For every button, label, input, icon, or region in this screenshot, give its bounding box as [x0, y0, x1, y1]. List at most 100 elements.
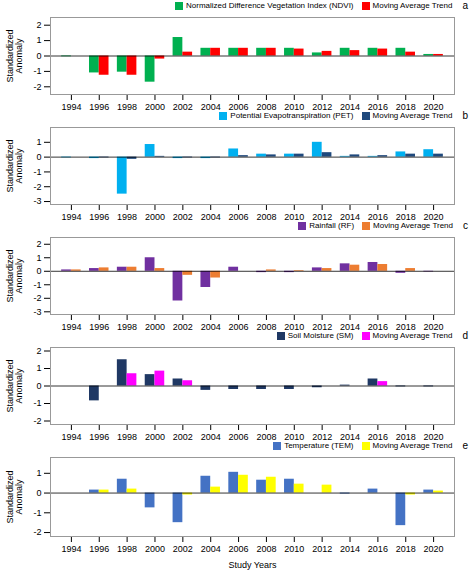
- svg-text:2010: 2010: [284, 212, 304, 220]
- svg-text:StandardizedAnomaly: StandardizedAnomaly: [5, 249, 24, 302]
- svg-text:1994: 1994: [61, 544, 81, 554]
- svg-text:2012: 2012: [312, 102, 332, 110]
- svg-text:-1: -1: [33, 398, 41, 408]
- svg-text:1996: 1996: [89, 102, 109, 110]
- svg-text:2: 2: [36, 346, 41, 356]
- svg-text:2020: 2020: [424, 544, 444, 554]
- svg-text:2000: 2000: [145, 322, 165, 330]
- svg-text:1996: 1996: [89, 432, 109, 440]
- svg-text:-2: -2: [33, 416, 41, 426]
- svg-text:1: 1: [36, 253, 41, 263]
- svg-text:2008: 2008: [256, 322, 276, 330]
- svg-text:StandardizedAnomaly: StandardizedAnomaly: [5, 139, 24, 192]
- svg-text:1994: 1994: [61, 102, 81, 110]
- svg-text:-2: -2: [33, 82, 41, 92]
- svg-text:2004: 2004: [201, 212, 221, 220]
- svg-text:1: 1: [36, 468, 41, 478]
- svg-text:1998: 1998: [117, 432, 137, 440]
- svg-text:2018: 2018: [396, 322, 416, 330]
- svg-text:2012: 2012: [312, 432, 332, 440]
- svg-text:2002: 2002: [173, 322, 193, 330]
- svg-text:-2: -2: [33, 182, 41, 192]
- svg-text:-1: -1: [33, 66, 41, 76]
- svg-text:0: 0: [36, 488, 41, 498]
- svg-text:2004: 2004: [201, 432, 221, 440]
- svg-text:2008: 2008: [256, 432, 276, 440]
- svg-text:2020: 2020: [424, 212, 444, 220]
- svg-text:2018: 2018: [396, 102, 416, 110]
- svg-text:StandardizedAnomaly: StandardizedAnomaly: [5, 470, 24, 523]
- svg-text:1998: 1998: [117, 212, 137, 220]
- svg-text:0: 0: [36, 381, 41, 391]
- svg-text:1996: 1996: [89, 544, 109, 554]
- svg-text:2010: 2010: [284, 432, 304, 440]
- svg-text:-2: -2: [33, 527, 41, 537]
- svg-text:2016: 2016: [368, 432, 388, 440]
- svg-text:1: 1: [36, 137, 41, 147]
- svg-text:1994: 1994: [61, 212, 81, 220]
- svg-text:2018: 2018: [396, 544, 416, 554]
- svg-text:0: 0: [36, 266, 41, 276]
- svg-text:2016: 2016: [368, 102, 388, 110]
- svg-text:2018: 2018: [396, 432, 416, 440]
- svg-text:2012: 2012: [312, 322, 332, 330]
- svg-text:2016: 2016: [368, 212, 388, 220]
- svg-text:2000: 2000: [145, 544, 165, 554]
- svg-text:2016: 2016: [368, 322, 388, 330]
- svg-text:2006: 2006: [229, 544, 249, 554]
- svg-text:2004: 2004: [201, 322, 221, 330]
- svg-text:-2: -2: [33, 293, 41, 303]
- svg-text:2008: 2008: [256, 102, 276, 110]
- svg-text:2012: 2012: [312, 544, 332, 554]
- svg-text:2016: 2016: [368, 544, 388, 554]
- svg-text:2: 2: [36, 239, 41, 249]
- svg-text:2012: 2012: [312, 212, 332, 220]
- svg-text:0: 0: [36, 152, 41, 162]
- svg-text:-1: -1: [33, 508, 41, 518]
- svg-text:2000: 2000: [145, 432, 165, 440]
- svg-text:2020: 2020: [424, 322, 444, 330]
- svg-text:2014: 2014: [340, 322, 360, 330]
- svg-text:2010: 2010: [284, 322, 304, 330]
- svg-text:2000: 2000: [145, 212, 165, 220]
- svg-text:-1: -1: [33, 280, 41, 290]
- svg-text:2008: 2008: [256, 544, 276, 554]
- svg-text:2006: 2006: [229, 322, 249, 330]
- svg-text:1: 1: [36, 363, 41, 373]
- svg-text:1996: 1996: [89, 322, 109, 330]
- svg-text:1998: 1998: [117, 322, 137, 330]
- svg-text:2002: 2002: [173, 212, 193, 220]
- svg-text:-3: -3: [33, 196, 41, 206]
- svg-text:StandardizedAnomaly: StandardizedAnomaly: [5, 29, 24, 82]
- svg-text:2006: 2006: [229, 432, 249, 440]
- svg-text:2010: 2010: [284, 102, 304, 110]
- svg-text:1: 1: [36, 35, 41, 45]
- svg-text:-1: -1: [33, 167, 41, 177]
- svg-text:0: 0: [36, 51, 41, 61]
- svg-text:2014: 2014: [340, 212, 360, 220]
- svg-text:2020: 2020: [424, 102, 444, 110]
- svg-text:-3: -3: [33, 307, 41, 317]
- svg-text:2002: 2002: [173, 102, 193, 110]
- svg-text:StandardizedAnomaly: StandardizedAnomaly: [5, 359, 24, 412]
- svg-text:1998: 1998: [117, 102, 137, 110]
- svg-text:1998: 1998: [117, 544, 137, 554]
- svg-text:2002: 2002: [173, 432, 193, 440]
- svg-text:2014: 2014: [340, 102, 360, 110]
- svg-text:2006: 2006: [229, 102, 249, 110]
- svg-text:2: 2: [36, 20, 41, 30]
- svg-text:2008: 2008: [256, 212, 276, 220]
- svg-text:2018: 2018: [396, 212, 416, 220]
- svg-text:1994: 1994: [61, 432, 81, 440]
- svg-text:2006: 2006: [229, 212, 249, 220]
- svg-text:2004: 2004: [201, 544, 221, 554]
- svg-text:2014: 2014: [340, 432, 360, 440]
- svg-text:1994: 1994: [61, 322, 81, 330]
- svg-text:2004: 2004: [201, 102, 221, 110]
- svg-text:2020: 2020: [424, 432, 444, 440]
- svg-text:2000: 2000: [145, 102, 165, 110]
- svg-text:1996: 1996: [89, 212, 109, 220]
- svg-text:2010: 2010: [284, 544, 304, 554]
- svg-text:2014: 2014: [340, 544, 360, 554]
- svg-text:2002: 2002: [173, 544, 193, 554]
